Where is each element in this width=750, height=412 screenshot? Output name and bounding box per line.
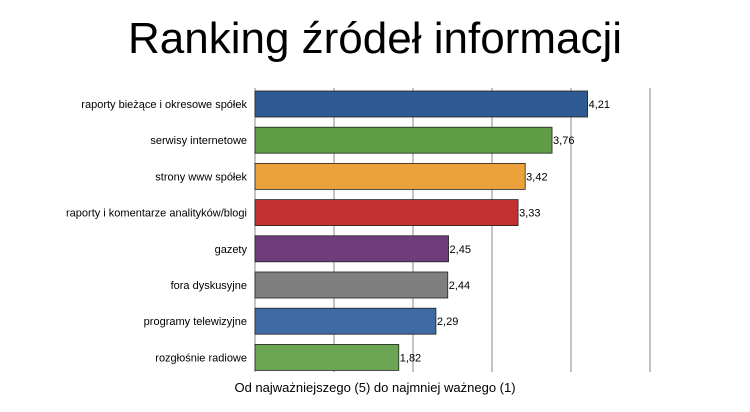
bar [254, 90, 588, 118]
category-label: programy telewizyjne [144, 316, 247, 328]
bar [254, 235, 449, 263]
category-label: raporty i komentarze analityków/blogi [66, 208, 247, 220]
category-label: gazety [215, 244, 248, 256]
x-axis-label: Od najważniejszego (5) do najmniej ważne… [234, 380, 516, 395]
value-label: 2,45 [450, 244, 471, 256]
labels: raporty bieżące i okresowe spółek 4,21 ser… [66, 99, 610, 364]
category-label: serwisy internetowe [150, 135, 247, 147]
category-label: strony www spółek [155, 171, 247, 183]
category-label: raporty bieżące i okresowe spółek [81, 99, 247, 111]
value-label: 2,29 [437, 316, 458, 328]
value-label: 3,33 [519, 208, 540, 220]
bar [254, 343, 400, 371]
value-label: 4,21 [589, 99, 610, 111]
bar [254, 162, 526, 190]
bar [254, 307, 437, 335]
category-label: fora dyskusyjne [171, 280, 247, 292]
value-label: 3,42 [526, 171, 547, 183]
value-label: 1,82 [400, 352, 421, 364]
chart-title: Ranking źródeł informacji [128, 14, 622, 63]
bar [254, 126, 553, 154]
bars [254, 90, 588, 371]
category-label: rozgłośnie radiowe [155, 352, 247, 364]
value-label: 2,44 [449, 280, 470, 292]
value-label: 3,76 [553, 135, 574, 147]
bar [254, 271, 449, 299]
bar [254, 199, 519, 227]
